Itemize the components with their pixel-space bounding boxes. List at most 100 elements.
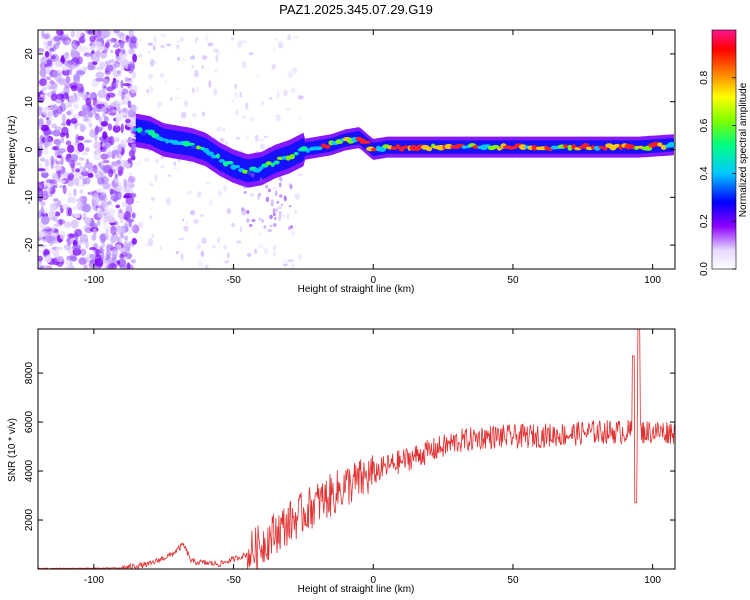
noise-blob xyxy=(123,179,128,190)
noise-blob xyxy=(65,75,71,83)
noise-blob xyxy=(59,230,66,240)
noise-blob xyxy=(45,116,50,121)
trail-blob xyxy=(264,184,269,189)
noise-blob xyxy=(128,150,135,158)
noise-blob xyxy=(102,182,111,190)
noise-blob xyxy=(110,234,116,244)
noise-blob xyxy=(248,52,254,56)
noise-blob xyxy=(204,264,209,269)
noise-blob xyxy=(72,114,81,119)
noise-blob xyxy=(180,36,184,42)
noise-blob xyxy=(286,213,290,220)
noise-blob xyxy=(65,140,72,146)
trail-blob xyxy=(289,184,293,190)
colorbar-ticks: 0.0 0.2 0.4 0.6 0.8 xyxy=(699,70,736,276)
noise-blob xyxy=(222,128,225,132)
ridge-core-blob xyxy=(403,145,409,149)
noise-blob xyxy=(223,260,230,264)
noise-blob xyxy=(125,204,133,215)
noise-blob xyxy=(120,167,125,171)
trail-blob xyxy=(283,195,287,202)
noise-blob xyxy=(70,30,75,38)
y-tick-label: 4000 xyxy=(24,459,35,482)
noise-blob xyxy=(277,206,283,210)
noise-blob xyxy=(173,161,177,166)
noise-blob xyxy=(51,174,59,180)
noise-blob xyxy=(115,186,124,192)
noise-blob xyxy=(110,49,114,54)
noise-blob xyxy=(115,57,122,65)
ridge-core-blob xyxy=(497,147,502,151)
x-tick-label: 0 xyxy=(370,575,376,586)
noise-blob xyxy=(38,255,44,262)
noise-blob xyxy=(91,234,97,241)
noise-blob xyxy=(41,92,48,100)
noise-blob xyxy=(159,72,165,78)
noise-blob xyxy=(73,188,77,197)
noise-blob xyxy=(87,30,96,36)
noise-blob xyxy=(39,265,44,269)
noise-blob xyxy=(93,151,102,161)
noise-blob xyxy=(70,49,77,58)
noise-blob xyxy=(117,235,123,245)
noise-blob xyxy=(56,256,64,263)
noise-blob xyxy=(172,166,179,171)
noise-blob xyxy=(230,212,233,215)
noise-blob xyxy=(245,102,249,110)
noise-blob xyxy=(97,209,105,219)
noise-blob xyxy=(129,84,138,94)
noise-blob xyxy=(117,258,127,268)
noise-blob xyxy=(54,61,64,68)
noise-blob xyxy=(147,51,151,54)
noise-blob xyxy=(53,42,60,50)
noise-blob xyxy=(124,93,132,99)
noise-blob xyxy=(39,157,46,162)
noise-blob xyxy=(108,136,113,144)
ridge-core-blob xyxy=(211,154,217,159)
noise-blob xyxy=(113,235,121,244)
noise-blob xyxy=(143,243,149,247)
noise-blob xyxy=(235,136,241,141)
noise-blob xyxy=(87,64,96,71)
noise-blob xyxy=(98,162,102,167)
trail-blob xyxy=(265,196,270,203)
noise-blob xyxy=(132,224,140,234)
noise-blob xyxy=(56,154,62,159)
noise-blob xyxy=(79,124,85,133)
noise-blob xyxy=(128,172,133,179)
trail-blob xyxy=(276,200,280,204)
noise-blob xyxy=(40,56,48,65)
noise-blob xyxy=(125,139,135,143)
noise-blob xyxy=(66,110,72,116)
noise-blob xyxy=(112,145,118,150)
noise-blob xyxy=(73,73,81,82)
snr-series-line xyxy=(38,329,675,569)
trail-blob xyxy=(287,226,292,230)
noise-blob xyxy=(106,92,116,98)
noise-blob xyxy=(249,192,255,197)
noise-blob xyxy=(156,105,159,109)
trail-blob xyxy=(274,217,277,220)
noise-blob xyxy=(132,53,137,63)
noise-blob xyxy=(165,197,172,206)
colorbar-scale xyxy=(711,29,737,270)
noise-blob xyxy=(104,182,112,191)
noise-blob xyxy=(76,70,86,76)
noise-blob xyxy=(43,227,53,232)
noise-blob xyxy=(293,36,299,39)
noise-blob xyxy=(68,174,74,180)
ridge-core-blob xyxy=(186,142,195,146)
noise-blob xyxy=(197,191,202,198)
noise-blob xyxy=(153,36,157,45)
noise-blob xyxy=(55,202,59,208)
noise-blob xyxy=(100,153,109,160)
noise-blob xyxy=(127,192,137,198)
noise-blob xyxy=(154,158,160,164)
noise-blob xyxy=(110,80,119,90)
ridge-core-blob xyxy=(667,141,675,148)
noise-blob xyxy=(136,213,139,217)
noise-blob xyxy=(259,232,262,237)
trail-blob xyxy=(288,205,292,208)
noise-blob xyxy=(73,103,79,110)
